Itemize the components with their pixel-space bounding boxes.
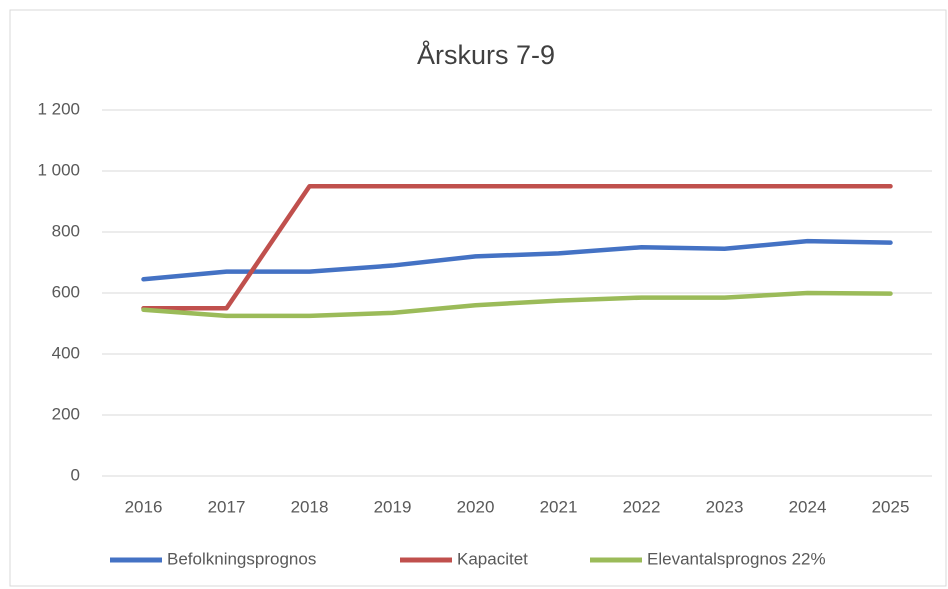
x-tick-label: 2020: [457, 497, 495, 516]
x-tick-label: 2021: [540, 497, 578, 516]
x-tick-label: 2025: [872, 497, 910, 516]
y-tick-label: 0: [71, 465, 80, 484]
y-tick-label: 1 000: [37, 160, 80, 179]
x-tick-label: 2017: [208, 497, 246, 516]
x-tick-label: 2024: [789, 497, 827, 516]
series-line: [141, 238, 893, 282]
legend-label: Befolkningsprognos: [167, 549, 316, 568]
legend-label: Kapacitet: [457, 549, 528, 568]
x-tick-label: 2018: [291, 497, 329, 516]
legend-label: Elevantalsprognos 22%: [647, 549, 826, 568]
series-line: [141, 290, 893, 319]
x-tick-label: 2016: [125, 497, 163, 516]
x-tick-label: 2023: [706, 497, 744, 516]
x-tick-label: 2022: [623, 497, 661, 516]
y-tick-label: 400: [52, 343, 80, 362]
y-tick-label: 1 200: [37, 99, 80, 118]
x-tick-label: 2019: [374, 497, 412, 516]
chart-title: Årskurs 7-9: [417, 39, 555, 70]
y-tick-label: 800: [52, 221, 80, 240]
series-line: [141, 184, 893, 311]
chart-border: [9, 9, 947, 587]
y-tick-label: 600: [52, 282, 80, 301]
y-tick-label: 200: [52, 404, 80, 423]
